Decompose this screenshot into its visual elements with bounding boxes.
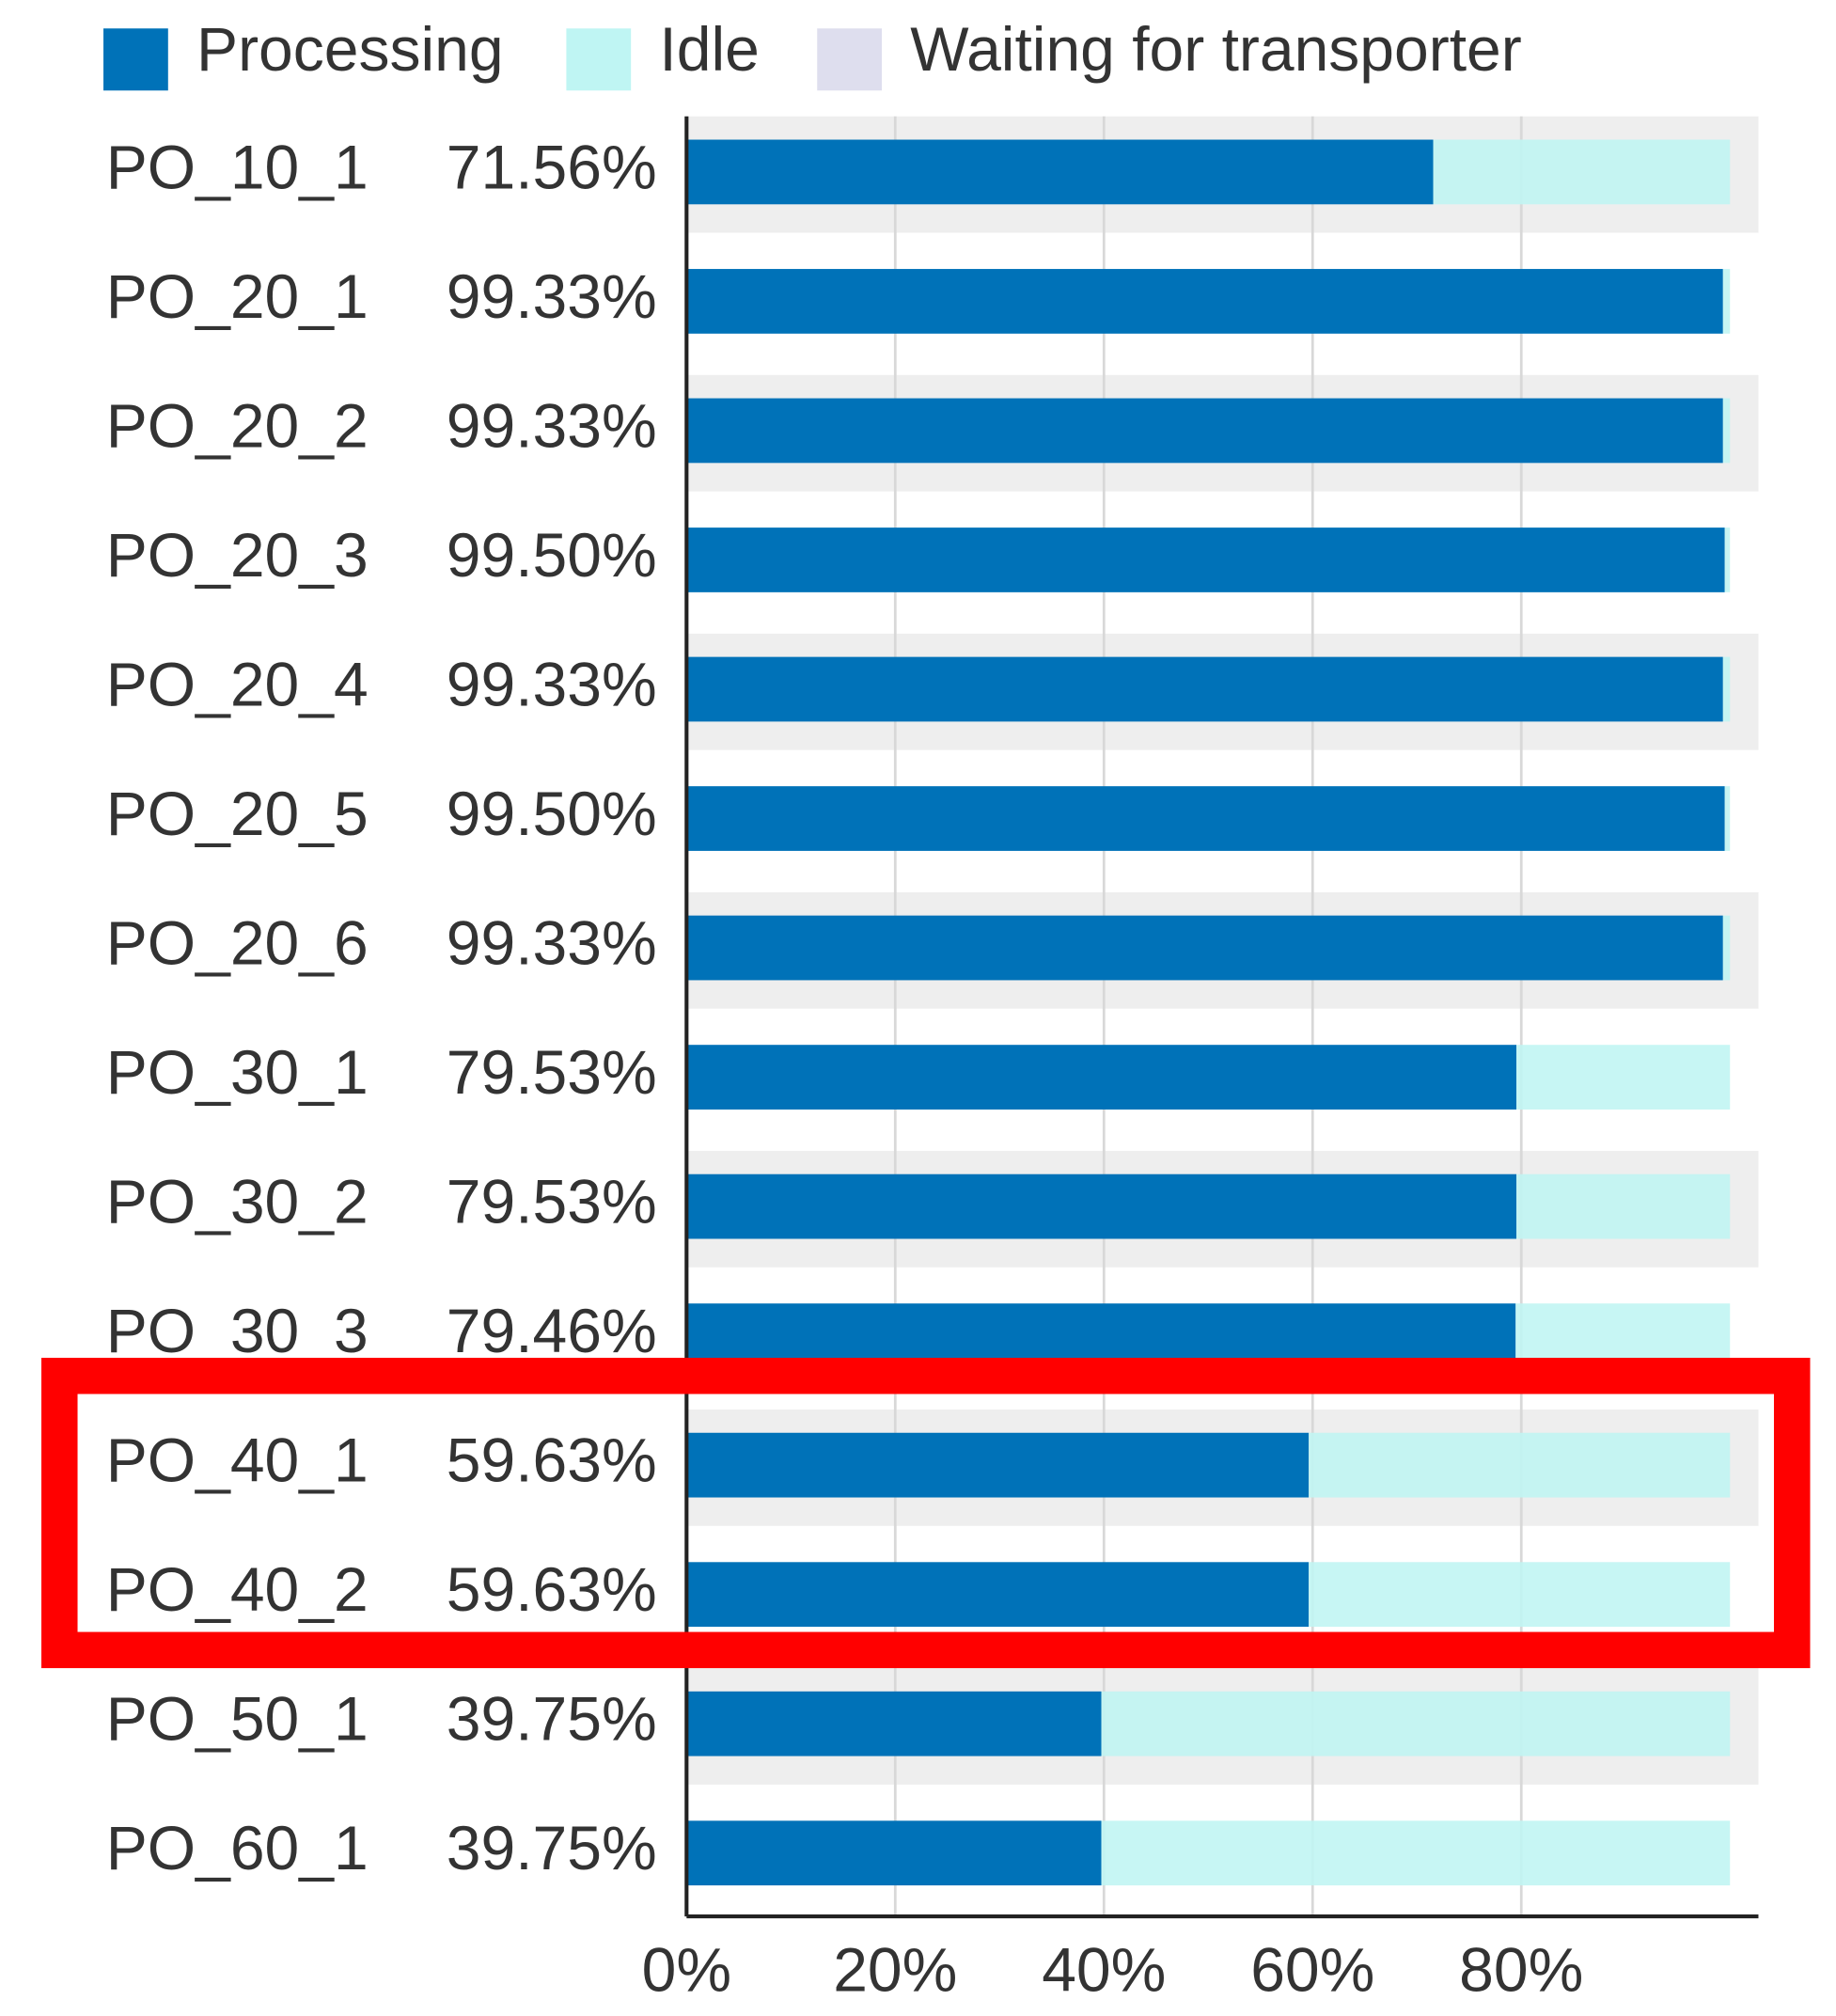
value-label: 99.33% xyxy=(447,649,657,718)
legend-label: Waiting for transporter xyxy=(910,14,1521,84)
value-label: 79.53% xyxy=(447,1167,657,1236)
bar-segment xyxy=(1309,1432,1731,1498)
value-label: 99.50% xyxy=(447,520,657,590)
category-label: PO_20_1 xyxy=(106,261,369,331)
bar-segment xyxy=(686,1173,1517,1239)
x-tick-label: 0% xyxy=(642,1934,731,2004)
category-label: PO_30_1 xyxy=(106,1037,369,1107)
bar-segment xyxy=(1722,915,1731,981)
legend-label: Processing xyxy=(196,14,504,84)
bar-segment xyxy=(1101,1820,1731,1886)
bar-segment xyxy=(686,1820,1102,1886)
value-label: 59.63% xyxy=(447,1554,657,1624)
bar-segment xyxy=(686,915,1723,981)
bar-segment xyxy=(686,139,1434,205)
bar-segment xyxy=(1722,269,1731,334)
value-label: 99.33% xyxy=(447,907,657,977)
value-label: 71.56% xyxy=(447,132,657,201)
value-label: 39.75% xyxy=(447,1813,657,1882)
bar-segment xyxy=(1309,1562,1731,1628)
category-label: PO_20_3 xyxy=(106,520,369,590)
category-label: PO_60_1 xyxy=(106,1813,369,1882)
bar-segment xyxy=(1516,1173,1731,1239)
category-label: PO_20_6 xyxy=(106,907,369,977)
category-label: PO_40_1 xyxy=(106,1425,369,1495)
bar-segment xyxy=(686,1432,1310,1498)
highlight-box xyxy=(41,1358,1811,1669)
x-tick-label: 20% xyxy=(833,1934,957,2004)
value-label: 79.53% xyxy=(447,1037,657,1107)
bar-segment xyxy=(1101,1691,1731,1756)
value-label: 99.50% xyxy=(447,779,657,848)
category-label: PO_10_1 xyxy=(106,132,369,201)
value-label: 99.33% xyxy=(447,261,657,331)
bar-segment xyxy=(1433,139,1731,205)
bar-segment xyxy=(686,269,1723,334)
x-tick-label: 80% xyxy=(1459,1934,1583,2004)
bar-segment xyxy=(1515,1303,1731,1369)
bar-segment xyxy=(1516,1045,1731,1110)
value-label: 99.33% xyxy=(447,390,657,460)
value-label: 59.63% xyxy=(447,1425,657,1495)
category-label: PO_40_2 xyxy=(106,1554,369,1624)
bar-segment xyxy=(1722,656,1731,722)
bar-segment xyxy=(1724,786,1731,851)
legend-swatch xyxy=(566,28,632,91)
bar-segment xyxy=(686,656,1723,722)
legend-swatch xyxy=(817,28,882,91)
value-label: 39.75% xyxy=(447,1684,657,1754)
bar-segment xyxy=(686,398,1723,464)
category-label: PO_20_4 xyxy=(106,649,369,718)
bar-segment xyxy=(1724,528,1731,592)
legend-label: Idle xyxy=(659,14,759,84)
x-tick-label: 60% xyxy=(1250,1934,1374,2004)
bar-segment xyxy=(686,528,1725,592)
bar-segment xyxy=(686,786,1725,851)
bar-segment xyxy=(686,1562,1310,1628)
category-label: PO_20_5 xyxy=(106,779,369,848)
legend-swatch xyxy=(103,28,168,91)
bar-segment xyxy=(686,1045,1517,1110)
x-tick-label: 40% xyxy=(1042,1934,1166,2004)
bar-segment xyxy=(1722,398,1731,464)
category-label: PO_20_2 xyxy=(106,390,369,460)
bar-segment xyxy=(686,1303,1516,1369)
bar-segment xyxy=(686,1691,1102,1756)
category-label: PO_50_1 xyxy=(106,1684,369,1754)
category-label: PO_30_2 xyxy=(106,1167,369,1236)
category-label: PO_30_3 xyxy=(106,1296,369,1365)
value-label: 79.46% xyxy=(447,1296,657,1365)
